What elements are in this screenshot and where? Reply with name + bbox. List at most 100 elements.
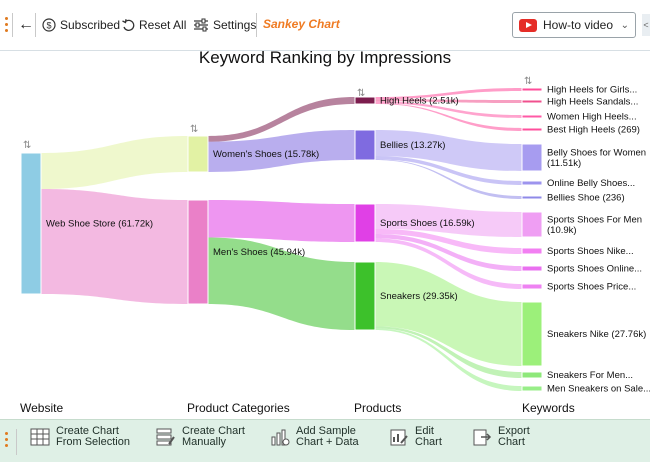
- sankey-link-heels-k1[interactable]: [375, 88, 522, 100]
- sankey-label-k5: Belly Shoes for Women: [547, 147, 646, 158]
- sankey-label-k5: (11.51k): [547, 158, 581, 169]
- sankey-node-k7[interactable]: [521, 195, 543, 200]
- sankey-links: [41, 88, 522, 391]
- create-chart-manually-button[interactable]: Create Chart Manually: [156, 426, 245, 448]
- sankey-node-k12[interactable]: [521, 301, 543, 367]
- sankey-node-k2[interactable]: [521, 99, 543, 104]
- sankey-link-sneakers-k13[interactable]: [375, 326, 522, 378]
- reset-all-button[interactable]: Reset All: [121, 15, 186, 35]
- sankey-node-women[interactable]: [187, 135, 209, 173]
- how-to-video-dropdown[interactable]: How-to video ⌄: [512, 12, 636, 38]
- sankey-node-k1[interactable]: [521, 87, 543, 92]
- subscribed-button[interactable]: $ Subscribed: [42, 15, 120, 35]
- sort-arrows-icon[interactable]: ⇅: [524, 76, 532, 87]
- collapse-panel-button[interactable]: <: [642, 14, 650, 36]
- table-grid-icon: [30, 428, 50, 446]
- sankey-link-web-women[interactable]: [41, 136, 188, 190]
- export-icon: [473, 429, 492, 446]
- sankey-link-men-sneakers[interactable]: [208, 237, 355, 330]
- sankey-link-heels-k3[interactable]: [375, 101, 522, 118]
- sankey-link-sports-k9[interactable]: [375, 228, 522, 254]
- sankey-link-bellies-k7[interactable]: [375, 159, 522, 199]
- create-selection-line1: Create Chart: [56, 425, 119, 437]
- toolbar-divider: [16, 429, 17, 455]
- level-label-products: Products: [354, 401, 402, 415]
- add-sample-chart-button[interactable]: Add Sample Chart + Data: [270, 426, 359, 448]
- sankey-node-k13[interactable]: [521, 371, 543, 379]
- create-selection-line2: From Selection: [56, 436, 130, 448]
- sankey-node-k9[interactable]: [521, 247, 543, 255]
- sankey-link-sports-k8[interactable]: [375, 204, 522, 237]
- edit-chart-line1: Edit: [415, 425, 434, 437]
- sankey-node-bellies[interactable]: [354, 129, 376, 161]
- create-chart-from-selection-button[interactable]: Create Chart From Selection: [30, 426, 130, 448]
- sankey-link-sports-k10[interactable]: [375, 234, 522, 271]
- sankey-node-k4[interactable]: [521, 127, 543, 132]
- sankey-node-k3[interactable]: [521, 114, 543, 119]
- add-sample-line2: Chart + Data: [296, 436, 359, 448]
- sankey-link-men-sports[interactable]: [208, 200, 355, 242]
- sankey-node-k11[interactable]: [521, 283, 543, 290]
- sankey-labels: Web Shoe Store (61.72k) Women's Shoes (15…: [23, 76, 650, 395]
- sankey-label-bellies: Bellies (13.27k): [380, 140, 445, 151]
- sankey-node-k14[interactable]: [521, 385, 543, 392]
- sort-arrows-icon[interactable]: ⇅: [190, 124, 198, 135]
- sankey-nodes: [20, 87, 543, 392]
- sankey-link-women-bellies[interactable]: [208, 130, 355, 172]
- create-manual-line2: Manually: [182, 436, 227, 448]
- sankey-link-bellies-k5[interactable]: [375, 130, 522, 171]
- sankey-node-sneakers[interactable]: [354, 261, 376, 331]
- back-button[interactable]: ←: [18, 16, 34, 33]
- sankey-link-women-heels[interactable]: [208, 97, 355, 142]
- edit-chart-line2: Chart: [415, 436, 442, 448]
- sankey-chart-label: Sankey Chart: [263, 17, 340, 31]
- toolbar-grip-icon[interactable]: [5, 17, 9, 35]
- dollar-icon: $: [42, 18, 56, 32]
- edit-chart-button[interactable]: Edit Chart: [389, 426, 442, 448]
- level-label-website: Website: [20, 401, 64, 415]
- sankey-node-k6[interactable]: [521, 180, 543, 186]
- list-edit-icon: [156, 428, 175, 446]
- sankey-label-k3: Women High Heels...: [547, 112, 637, 123]
- sankey-link-sneakers-k12[interactable]: [375, 262, 522, 366]
- sankey-node-k10[interactable]: [521, 265, 543, 272]
- sankey-label-women: Women's Shoes (15.78k): [213, 149, 319, 160]
- sankey-label-k2: High Heels Sandals...: [547, 97, 638, 108]
- sort-arrows-icon[interactable]: ⇅: [23, 140, 31, 151]
- sankey-node-web[interactable]: [20, 152, 42, 295]
- sankey-label-men: Men's Shoes (45.94k): [213, 247, 305, 258]
- youtube-icon: [519, 18, 537, 32]
- bottom-toolbar: Create Chart From Selection Create Chart M…: [0, 419, 650, 462]
- sankey-link-web-men[interactable]: [41, 189, 188, 304]
- sankey-link-bellies-k6[interactable]: [375, 156, 522, 185]
- sankey-link-heels-k2[interactable]: [375, 99, 522, 103]
- sankey-link-sports-k11[interactable]: [375, 238, 522, 289]
- sankey-node-men[interactable]: [187, 199, 209, 305]
- chevron-down-icon: ⌄: [620, 19, 629, 31]
- sliders-icon: [194, 18, 208, 32]
- sankey-label-k9: Sports Shoes Nike...: [547, 246, 634, 257]
- sankey-node-sports[interactable]: [354, 203, 376, 243]
- create-manual-line1: Create Chart: [182, 425, 245, 437]
- sankey-label-k7: Bellies Shoe (236): [547, 193, 625, 204]
- bottombar-grip-icon[interactable]: [5, 432, 9, 450]
- sankey-link-heels-k4[interactable]: [375, 103, 522, 131]
- sankey-label-k14: Men Sneakers on Sale...: [547, 384, 650, 395]
- svg-text:$: $: [46, 21, 51, 31]
- sankey-link-sneakers-k14[interactable]: [375, 328, 522, 391]
- sankey-node-k8[interactable]: [521, 211, 543, 238]
- sankey-node-heels[interactable]: [354, 96, 376, 105]
- export-chart-line2: Chart: [498, 436, 525, 448]
- export-chart-button[interactable]: Export Chart: [472, 426, 530, 448]
- sankey-label-k6: Online Belly Shoes...: [547, 178, 635, 189]
- top-toolbar: ← $ Subscribed Reset All Settings Sankey…: [0, 0, 650, 51]
- sankey-label-k13: Sneakers For Men...: [547, 370, 633, 381]
- settings-label: Settings: [213, 18, 257, 32]
- sankey-node-k5[interactable]: [521, 143, 543, 172]
- how-to-video-label: How-to video: [543, 18, 614, 32]
- sort-arrows-icon[interactable]: ⇅: [357, 88, 365, 99]
- settings-button[interactable]: Settings: [193, 15, 256, 35]
- sankey-label-sneakers: Sneakers (29.35k): [380, 291, 458, 302]
- undo-icon: [122, 19, 135, 31]
